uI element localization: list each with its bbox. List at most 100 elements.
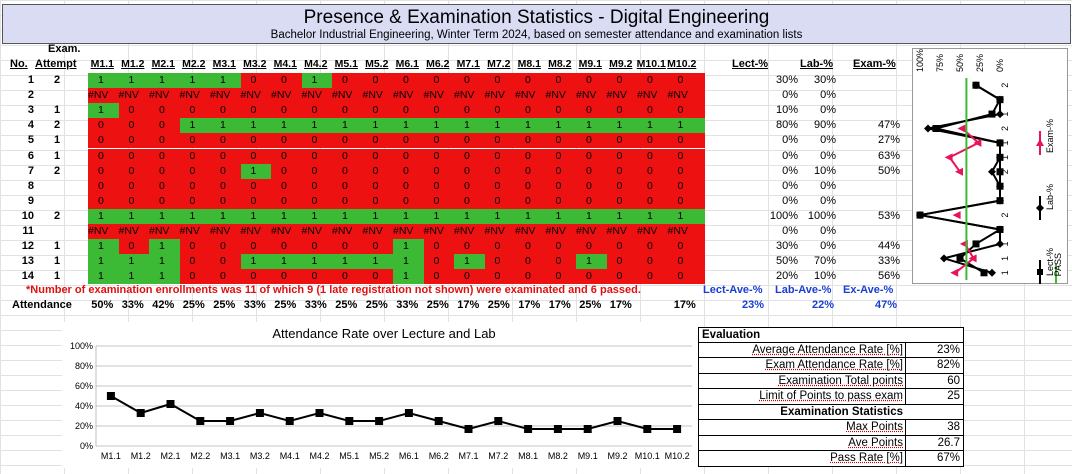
title-banner: Presence & Examination Statistics - Digi…: [2, 4, 1071, 44]
lab-percent: 10%: [813, 270, 836, 283]
attendance-value: 33%: [243, 299, 266, 311]
attendance-cell: #NV: [637, 224, 669, 239]
lect-percent: 30%: [775, 240, 798, 253]
ex-ave-label: Ex-Ave-%: [843, 284, 894, 296]
lect-header: Lect-%: [732, 58, 769, 70]
attendance-cell: 0: [484, 103, 516, 119]
exam-attempt: 1: [54, 255, 61, 268]
attendance-cell: 0: [423, 254, 455, 270]
attendance-cell: 1: [393, 239, 425, 255]
attendance-cell: 0: [393, 73, 425, 88]
x-tick-label: M8.1: [518, 451, 538, 461]
attendance-cell: 0: [301, 103, 333, 119]
attendance-cell: 1: [88, 208, 120, 224]
exam-percent: 53%: [877, 209, 900, 222]
attendance-cell: 0: [179, 148, 211, 164]
session-header: M6.1: [395, 58, 419, 70]
x-tick-label: M1.1: [101, 451, 121, 461]
row-number: 13: [21, 255, 34, 268]
exam-percent: 44%: [877, 240, 900, 253]
evaluation-row-label: Examination Total points: [778, 374, 903, 387]
attendance-cell: 0: [88, 148, 120, 164]
attendance-cell: #NV: [393, 224, 425, 239]
attendance-cell: #NV: [484, 88, 516, 104]
attendance-cell: 1: [545, 118, 577, 134]
attendance-cell: #NV: [362, 224, 394, 239]
attendance-value: 17%: [673, 299, 696, 311]
attendance-cell: 0: [301, 193, 333, 209]
attendance-cell: 0: [271, 103, 303, 119]
attendance-cell: #NV: [667, 88, 705, 104]
attendance-cell: 0: [515, 254, 547, 270]
attendance-cell: 0: [179, 163, 211, 179]
attendance-cell: 0: [271, 148, 303, 164]
lect-percent: 0%: [782, 89, 798, 102]
attendance-cell: 0: [576, 103, 608, 119]
attendance-cell: #NV: [637, 88, 669, 104]
attendance-cell: 0: [332, 163, 364, 179]
lect-ave-value: 23%: [742, 299, 765, 311]
attendance-cell: 0: [88, 163, 120, 179]
side-row-label: 2: [1000, 83, 1010, 88]
attendance-value: 25%: [182, 299, 205, 311]
attendance-line-chart: Attendance Rate over Lecture and Lab 0% 20…: [62, 322, 702, 468]
attendance-cell: 0: [210, 239, 242, 255]
side-row-label: 2: [1000, 169, 1010, 174]
attendance-cell: 0: [637, 178, 669, 194]
attendance-cell: 0: [423, 239, 455, 255]
exam-pct-header: Exam-%: [853, 58, 896, 70]
evaluation-row-label: Average Attendance Rate [%]: [752, 343, 903, 356]
attendance-cell: 1: [271, 118, 303, 134]
attendance-cell: 0: [271, 239, 303, 255]
lab-percent: 90%: [813, 119, 836, 132]
attendance-cell: #NV: [423, 224, 455, 239]
side-row-label: 2: [1000, 213, 1010, 218]
attendance-cell: 1: [88, 254, 120, 270]
stats-row-label: Max Points: [846, 421, 903, 433]
attendance-cell: 0: [210, 178, 242, 194]
attendance-cell: #NV: [515, 88, 547, 104]
attendance-cell: 0: [88, 193, 120, 209]
attendance-cell: 1: [637, 118, 669, 134]
attendance-cell: 0: [423, 193, 455, 209]
attendance-cell: #NV: [118, 224, 150, 239]
attendance-cell: 0: [271, 269, 303, 285]
attendance-value: 25%: [426, 299, 449, 311]
stats-row-label: Pass Rate [%]: [830, 452, 903, 464]
evaluation-row: Limit of Points to pass exam 25: [698, 389, 964, 405]
x-tick-label: M5.2: [369, 451, 389, 461]
lab-marker: [996, 153, 1004, 162]
side-row-label: 1: [1000, 140, 1010, 145]
lect-percent: 100%: [769, 209, 798, 222]
exam-attempt: 2: [54, 74, 61, 86]
attendance-cell: 0: [393, 148, 425, 164]
data-point: [613, 417, 622, 425]
exam-attempt: 2: [54, 209, 61, 222]
attendance-cell: 0: [545, 239, 577, 255]
attendance-cell: 0: [118, 133, 150, 149]
series-line: [948, 127, 981, 173]
x-tick-label: M3.2: [250, 451, 270, 461]
attendance-cell: 0: [362, 73, 394, 88]
attendance-cell: 0: [210, 133, 242, 149]
attendance-cell: #NV: [118, 88, 150, 104]
attendance-cell: 1: [271, 254, 303, 270]
attendance-cell: 0: [301, 178, 333, 194]
row-number: 1: [27, 74, 34, 86]
data-point: [404, 409, 413, 417]
lect-percent: 0%: [782, 194, 798, 207]
data-point: [106, 392, 115, 400]
attendance-cell: 0: [606, 148, 638, 164]
attendance-cell: 0: [301, 239, 333, 255]
attendance-cell: 0: [240, 73, 272, 88]
lab-marker: [996, 95, 1004, 104]
data-point: [583, 425, 592, 433]
data-point: [226, 417, 235, 425]
session-header: M2.1: [151, 58, 175, 70]
attendance-cell: 1: [271, 208, 303, 224]
attendance-cell: 0: [545, 254, 577, 270]
attendance-cell: 0: [240, 269, 272, 285]
stats-row: Ave Points 26.7: [698, 435, 964, 451]
attendance-cell: 0: [637, 133, 669, 149]
attendance-cell: 0: [484, 163, 516, 179]
